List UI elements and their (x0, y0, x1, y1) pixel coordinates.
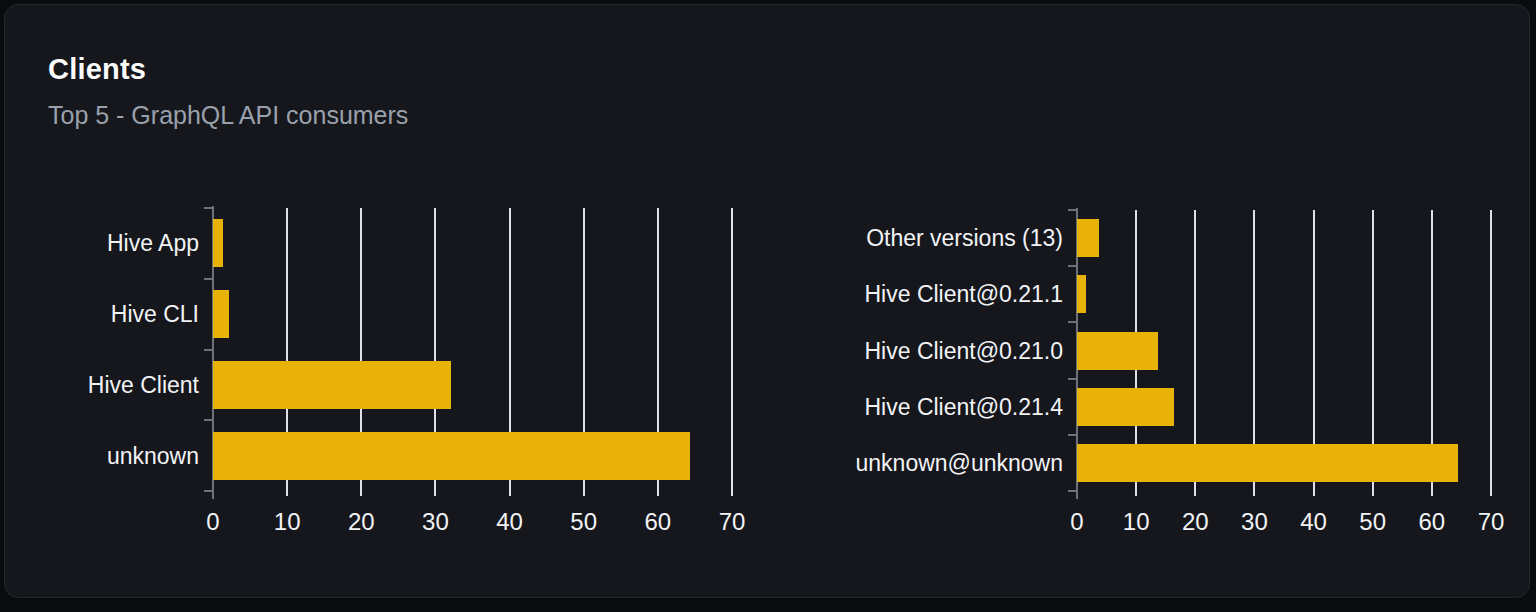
bar-unknown[interactable] (213, 432, 690, 480)
bar-hive-client-0-21-4[interactable] (1077, 388, 1174, 426)
x-tick-label: 70 (1456, 508, 1526, 536)
y-axis-tick (1068, 321, 1076, 323)
category-label: Hive Client@0.21.1 (783, 280, 1063, 308)
clients-by-version-chart: Other versions (13)Hive Client@0.21.1Hiv… (1077, 210, 1491, 491)
clients-card: Clients Top 5 - GraphQL API consumers Hi… (4, 4, 1530, 598)
gridline (731, 208, 733, 496)
x-tick-label: 0 (178, 508, 248, 536)
x-tick-label: 70 (697, 508, 767, 536)
category-label: Other versions (13) (783, 224, 1063, 252)
x-tick-label: 10 (252, 508, 322, 536)
x-tick-label: 20 (326, 508, 396, 536)
y-axis-tick (204, 278, 212, 280)
bar-hive-client-0-21-0[interactable] (1077, 332, 1158, 370)
category-label: Hive CLI (0, 300, 199, 328)
category-label: Hive Client@0.21.4 (783, 393, 1063, 421)
x-tick-label: 40 (475, 508, 545, 536)
category-label: unknown@unknown (783, 449, 1063, 477)
bar-other-versions-13-[interactable] (1077, 219, 1099, 257)
clients-by-name-chart: Hive AppHive CLIHive Clientunknown010203… (213, 208, 732, 491)
y-axis-tick (204, 349, 212, 351)
y-axis-tick (1068, 209, 1076, 211)
y-axis-tick (204, 207, 212, 209)
bar-hive-app[interactable] (213, 219, 223, 267)
y-axis-tick (1068, 378, 1076, 380)
category-label: Hive Client@0.21.0 (783, 337, 1063, 365)
y-axis-tick (1068, 265, 1076, 267)
card-title: Clients (48, 53, 146, 86)
x-tick-label: 50 (549, 508, 619, 536)
gridline (1490, 210, 1492, 496)
bar-hive-cli[interactable] (213, 290, 229, 338)
category-label: unknown (0, 442, 199, 470)
bar-hive-client-0-21-1[interactable] (1077, 275, 1086, 313)
y-axis-tick (204, 419, 212, 421)
y-axis-tick (1068, 434, 1076, 436)
category-label: Hive Client (0, 371, 199, 399)
bar-unknown-unknown[interactable] (1077, 444, 1458, 482)
category-label: Hive App (0, 229, 199, 257)
card-subtitle: Top 5 - GraphQL API consumers (48, 101, 408, 130)
bar-hive-client[interactable] (213, 361, 451, 409)
y-axis-tick (204, 490, 212, 492)
x-tick-label: 30 (400, 508, 470, 536)
x-tick-label: 60 (623, 508, 693, 536)
y-axis-tick (1068, 490, 1076, 492)
